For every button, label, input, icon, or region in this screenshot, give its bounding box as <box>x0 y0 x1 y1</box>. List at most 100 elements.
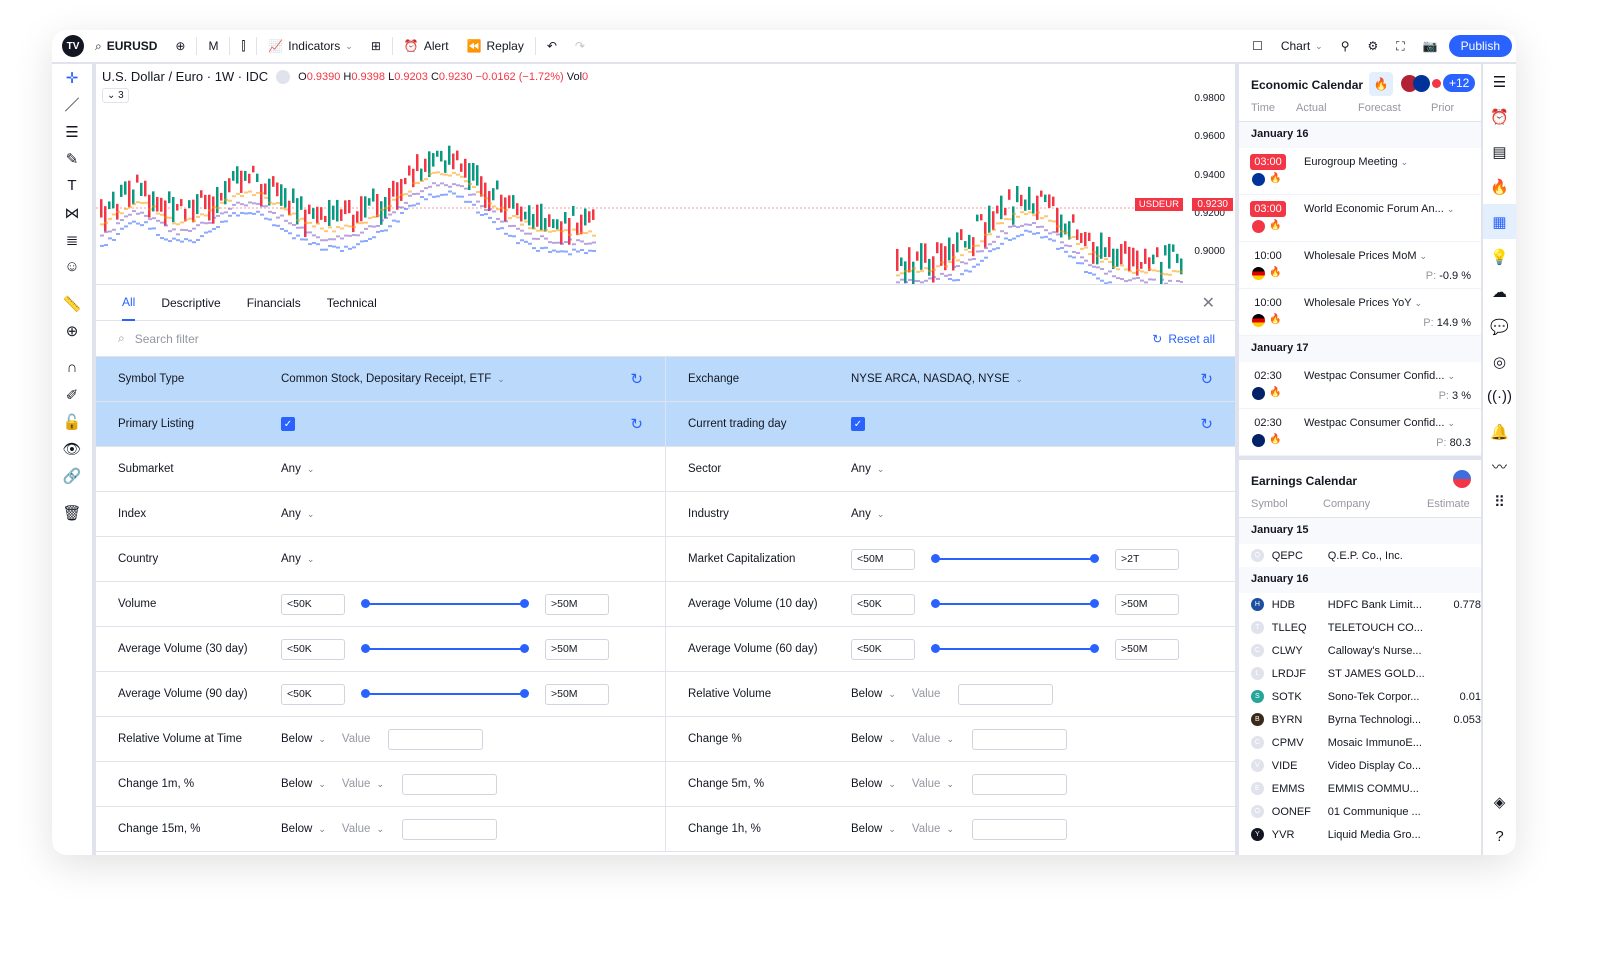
min-input[interactable]: <50M <box>851 548 915 570</box>
data-window-icon[interactable]: ▤ <box>1492 143 1507 161</box>
earnings-row[interactable]: O OONEF 01 Communique ... <box>1239 800 1481 823</box>
range-slider[interactable] <box>931 599 1099 608</box>
economic-event[interactable]: 10:00 🔥 Wholesale Prices MoM ⌄ P: -0.9 % <box>1239 242 1481 289</box>
layout-name-button[interactable]: Chart ⌄ <box>1280 39 1323 53</box>
economic-event[interactable]: 02:30 🔥 Westpac Consumer Confid... ⌄ P: 3 % <box>1239 362 1481 409</box>
value-input[interactable] <box>388 728 484 750</box>
reset-all-button[interactable]: ↻ Reset all <box>1152 331 1215 346</box>
filter-select[interactable]: Any <box>851 463 871 475</box>
dom-icon[interactable]: ⠿ <box>1494 493 1505 511</box>
operator-select[interactable]: Below <box>851 688 883 700</box>
link-icon[interactable]: 🔗 <box>62 467 82 485</box>
range-slider[interactable] <box>361 689 529 698</box>
pattern-icon[interactable]: ⋈ <box>64 204 80 222</box>
alert-button[interactable]: ⏰ Alert <box>403 39 449 53</box>
value-input[interactable] <box>971 728 1067 750</box>
operator-select[interactable]: Below <box>281 823 313 835</box>
brush-icon[interactable]: ✎ <box>65 150 79 168</box>
max-input[interactable]: >50M <box>1115 638 1179 660</box>
messages-icon[interactable]: 💬 <box>1490 318 1509 336</box>
indicators-button[interactable]: 📈 Indicators ⌄ <box>268 39 353 53</box>
earnings-row[interactable]: B BYRN Byrna Technologi... 0.053 <box>1239 708 1481 731</box>
compare-button[interactable]: ⊕ <box>168 33 192 59</box>
range-slider[interactable] <box>361 599 529 608</box>
interval-button[interactable]: M <box>208 39 219 53</box>
eye-icon[interactable]: 👁 <box>62 440 82 458</box>
earnings-row[interactable]: L LRDJF ST JAMES GOLD... <box>1239 662 1481 685</box>
trend-line-icon[interactable]: ／ <box>64 97 80 114</box>
tab-technical[interactable]: Technical <box>326 295 377 310</box>
chevron-down-icon[interactable]: ⌄ <box>1400 157 1409 167</box>
economic-event[interactable]: 02:30 🔥 Westpac Consumer Confid... ⌄ P: 80.… <box>1239 409 1481 456</box>
reset-icon[interactable]: ↻ <box>630 371 643 388</box>
min-input[interactable]: <50K <box>851 638 915 660</box>
price-axis[interactable]: 0.9800 0.9600 0.9400 0.9200 0.9000 <box>1183 64 1235 284</box>
operator-select[interactable]: Below <box>851 823 883 835</box>
value-input[interactable] <box>971 773 1067 795</box>
min-input[interactable]: <50K <box>851 593 915 615</box>
fib-icon[interactable]: ☰ <box>65 123 79 141</box>
range-slider[interactable] <box>361 644 529 653</box>
value-select[interactable]: Value <box>341 733 371 745</box>
importance-filter-icon[interactable]: 🔥 <box>1369 72 1393 96</box>
min-input[interactable]: <50K <box>281 593 345 615</box>
operator-select[interactable]: Below <box>851 778 883 790</box>
filter-checkbox[interactable]: ✓ <box>851 417 865 431</box>
indicators-collapse-button[interactable]: ⌄ 3 <box>102 88 129 103</box>
calendar-icon[interactable]: ▦ <box>1483 204 1516 239</box>
value-select[interactable]: Value <box>911 778 941 790</box>
search-input[interactable]: Search filter <box>134 331 199 346</box>
max-input[interactable]: >50M <box>545 683 609 705</box>
templates-button[interactable]: ⊞ <box>364 33 388 59</box>
undo-button[interactable]: ↶ <box>540 33 564 59</box>
tradingview-logo[interactable]: TV <box>62 35 84 57</box>
trend-icon[interactable]: 〰 <box>1491 459 1507 476</box>
tab-financials[interactable]: Financials <box>246 295 301 310</box>
economic-event[interactable]: 10:00 🔥 Wholesale Prices YoY ⌄ P: 14.9 % <box>1239 289 1481 336</box>
operator-select[interactable]: Below <box>281 778 313 790</box>
filter-select[interactable]: NYSE ARCA, NASDAQ, NYSE <box>851 373 1010 385</box>
lock-drawing-icon[interactable]: ✐ <box>65 386 79 404</box>
value-select[interactable]: Value <box>911 823 941 835</box>
max-input[interactable]: >50M <box>1115 593 1179 615</box>
value-input[interactable] <box>401 773 497 795</box>
max-input[interactable]: >2T <box>1115 548 1179 570</box>
tab-descriptive[interactable]: Descriptive <box>161 295 221 310</box>
chat-icon[interactable]: ☁ <box>1492 283 1507 301</box>
hotlist-icon[interactable]: 🔥 <box>1490 178 1509 196</box>
max-input[interactable]: >50M <box>545 638 609 660</box>
earnings-row[interactable]: C CLWY Calloway's Nurse... <box>1239 639 1481 662</box>
emoji-icon[interactable]: ☺ <box>64 258 80 275</box>
ideas-icon[interactable]: 💡 <box>1490 248 1509 266</box>
lock-icon[interactable]: 🔓 <box>62 413 82 431</box>
filter-select[interactable]: Any <box>281 463 301 475</box>
filter-select[interactable]: Common Stock, Depositary Receipt, ETF <box>281 373 492 385</box>
broadcast-icon[interactable]: ((·)) <box>1487 388 1512 405</box>
publish-button[interactable]: Publish <box>1448 35 1512 57</box>
country-flags[interactable]: +12 <box>1401 74 1476 92</box>
prediction-icon[interactable]: ≣ <box>65 231 79 249</box>
value-select[interactable]: Value <box>341 823 371 835</box>
close-icon[interactable]: ✕ <box>1201 295 1215 312</box>
help-icon[interactable]: ? <box>1495 828 1504 845</box>
notifications-icon[interactable]: 🔔 <box>1490 423 1509 441</box>
earnings-row[interactable]: T TLLEQ TELETOUCH CO... <box>1239 616 1481 639</box>
earnings-row[interactable]: Y YVR Liquid Media Gro... <box>1239 823 1481 846</box>
alerts-icon[interactable]: ⏰ <box>1490 108 1509 126</box>
chevron-down-icon[interactable]: ⌄ <box>1419 251 1428 261</box>
min-input[interactable]: <50K <box>281 683 345 705</box>
value-input[interactable] <box>401 818 497 840</box>
min-input[interactable]: <50K <box>281 638 345 660</box>
streams-icon[interactable]: ◎ <box>1492 353 1507 371</box>
tab-all[interactable]: All <box>122 285 136 321</box>
ruler-icon[interactable]: 📏 <box>62 295 82 313</box>
trash-icon[interactable]: 🗑 <box>62 504 82 522</box>
filter-checkbox[interactable]: ✓ <box>281 417 295 431</box>
reset-icon[interactable]: ↻ <box>1200 416 1213 433</box>
chevron-down-icon[interactable]: ⌄ <box>1414 298 1423 308</box>
reset-icon[interactable]: ↻ <box>1200 371 1213 388</box>
value-input[interactable] <box>971 818 1067 840</box>
range-slider[interactable] <box>931 554 1099 563</box>
layers-icon[interactable]: ◈ <box>1493 793 1506 811</box>
range-slider[interactable] <box>931 644 1099 653</box>
